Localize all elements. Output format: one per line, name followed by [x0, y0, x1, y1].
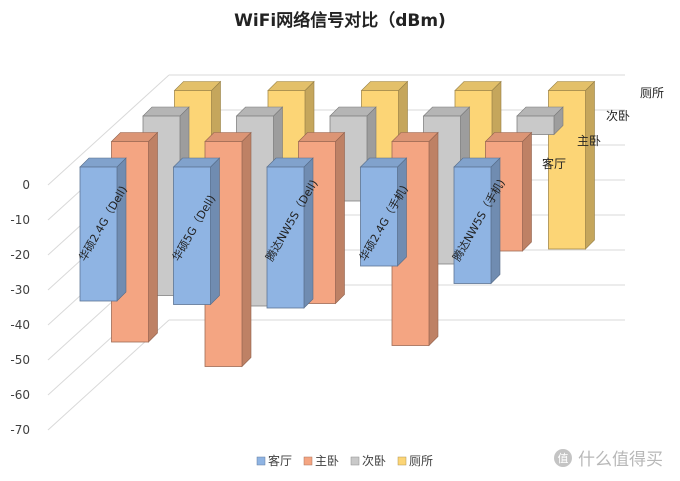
legend-swatch	[350, 456, 360, 466]
y-tick-label: -40	[10, 318, 30, 332]
bar-side	[397, 157, 407, 267]
legend-label: 厕所	[409, 454, 433, 468]
legend-label: 客厅	[268, 453, 292, 468]
legend-swatch	[303, 456, 313, 466]
bar-side	[522, 131, 532, 252]
watermark-text: 什么值得买	[578, 450, 663, 470]
bar	[79, 157, 127, 302]
y-tick-label: -70	[10, 423, 30, 437]
y-tick-label: -50	[10, 353, 30, 367]
svg-text:值: 值	[558, 452, 569, 465]
y-tick-label: -10	[10, 213, 30, 227]
bar-front	[453, 166, 492, 284]
bar	[359, 157, 408, 267]
bar	[453, 157, 501, 285]
y-axis-ticks: 0 -10 -20 -30 -40 -50 -60 -70	[10, 178, 30, 437]
legend-swatch	[397, 456, 407, 466]
y-tick-label: 0	[22, 178, 30, 192]
bar-front	[360, 166, 398, 267]
series-depth-label: 客厅	[542, 156, 566, 171]
gridline-diagonal	[47, 74, 170, 186]
bar-side	[585, 80, 595, 250]
bar	[172, 157, 221, 306]
bar-side	[148, 131, 158, 343]
series-depth-label: 次卧	[606, 109, 630, 123]
bar-side	[335, 131, 345, 305]
legend-label: 次卧	[362, 454, 386, 468]
bar-side	[428, 131, 439, 347]
bar-front	[173, 166, 211, 305]
bar-front	[266, 166, 305, 309]
legend-label: 主卧	[315, 454, 339, 468]
bars	[79, 80, 596, 368]
legend: 客厅 主卧 次卧 厕所	[256, 453, 433, 468]
watermark: 值 什么值得买	[554, 449, 663, 470]
legend-swatch	[256, 456, 266, 466]
series-depth-label: 厕所	[640, 86, 664, 100]
bar	[266, 157, 314, 309]
bar-side	[241, 131, 252, 368]
y-tick-label: -20	[10, 248, 30, 262]
bar-side	[116, 157, 127, 302]
bar	[516, 106, 564, 136]
series-depth-label: 主卧	[577, 134, 601, 148]
y-tick-label: -30	[10, 283, 30, 297]
chart-title: WiFi网络信号对比（dBm)	[234, 10, 446, 31]
y-tick-label: -60	[10, 388, 30, 402]
bar-side	[210, 157, 220, 306]
bar-front	[516, 115, 555, 135]
bar-front	[79, 166, 118, 302]
